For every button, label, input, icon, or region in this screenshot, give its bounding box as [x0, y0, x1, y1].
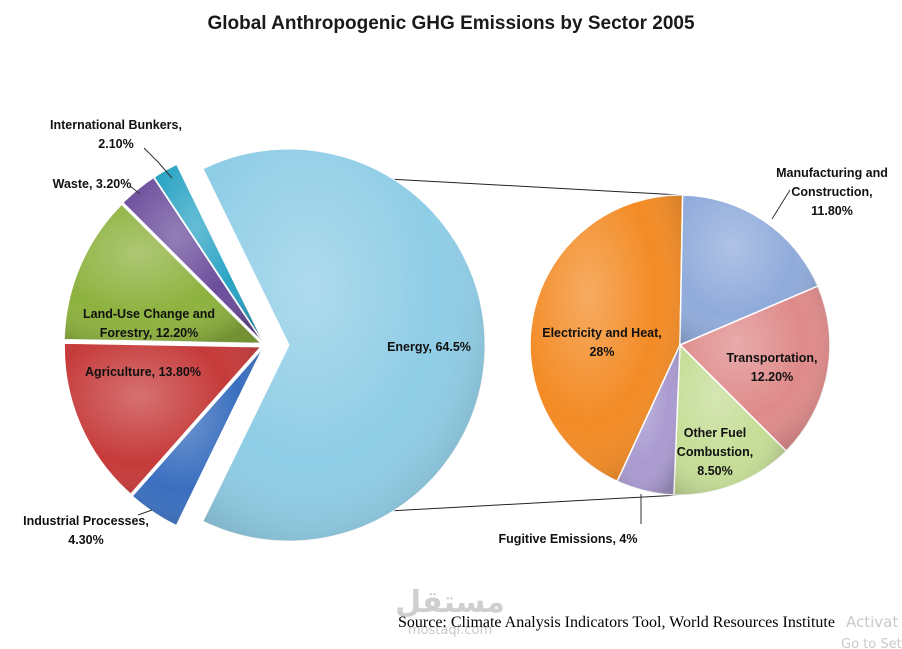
- label-agriculture: Agriculture, 13.80%: [85, 365, 201, 379]
- label-line: Forestry, 12.20%: [100, 326, 198, 340]
- label-line: International Bunkers,: [50, 118, 182, 132]
- breakout-pie: [529, 194, 831, 496]
- label-line: 12.20%: [751, 370, 793, 384]
- main-slice-energy-shading: [203, 149, 485, 541]
- label-waste: Waste, 3.20%: [53, 177, 132, 191]
- leader-line-4: [771, 189, 791, 220]
- label-line: Combustion,: [677, 445, 753, 459]
- main-slice-waste-shading: [123, 177, 262, 342]
- label-line: Manufacturing and: [776, 166, 888, 180]
- label-line: Electricity and Heat,: [542, 326, 662, 340]
- label-fugitive-emissions: Fugitive Emissions, 4%: [499, 532, 638, 546]
- leader-line-3: [137, 509, 153, 516]
- label-line: 8.50%: [697, 464, 732, 478]
- label-line: 4.30%: [68, 533, 103, 547]
- label-line: Fugitive Emissions, 4%: [499, 532, 638, 546]
- label-line: Agriculture, 13.80%: [85, 365, 201, 379]
- main-slice-land-use-change-and-shading: [64, 204, 261, 344]
- label-manufacturing-and: Manufacturing and Construction, 11.80%: [776, 166, 888, 218]
- label-line: 28%: [589, 345, 614, 359]
- settings-watermark: Go to Set: [841, 637, 902, 649]
- source-note: Source: Climate Analysis Indicators Tool…: [398, 614, 835, 631]
- label-international-bunkers: International Bunkers, 2.10%: [50, 118, 182, 151]
- slice-labels: Energy, 64.5% Industrial Processes, 4.30% A…: [23, 118, 888, 547]
- label-line: Land-Use Change and: [83, 307, 215, 321]
- label-industrial-processes: Industrial Processes, 4.30%: [23, 514, 149, 547]
- label-electricity-and-heat: Electricity and Heat, 28%: [542, 326, 662, 359]
- breakout-slice-other-fuel-shading: [673, 345, 787, 496]
- label-transportation: Transportation, 12.20%: [727, 351, 818, 384]
- main-slice-industrial-processes-shading: [132, 349, 263, 526]
- label-line: Other Fuel: [684, 426, 747, 440]
- main-slice-international-bunkers-shading: [154, 164, 263, 341]
- breakout-slice-manufacturing-and-shading: [680, 195, 818, 345]
- label-line: Transportation,: [727, 351, 818, 365]
- label-line: 11.80%: [811, 204, 853, 218]
- label-line: 2.10%: [98, 137, 133, 151]
- breakout-slice-fugitive-emissions-shading: [617, 345, 680, 495]
- leader-line-1: [143, 147, 173, 179]
- main-pie: [63, 148, 486, 542]
- watermark-logo: مستقل: [395, 585, 505, 620]
- breakout-slice-transportation-shading: [680, 286, 830, 451]
- label-line: Energy, 64.5%: [387, 340, 471, 354]
- chart-title: Global Anthropogenic GHG Emissions by Se…: [207, 13, 695, 34]
- watermark-domain: mostaql.com: [408, 623, 492, 638]
- leader-lines: [129, 147, 791, 524]
- label-line: Industrial Processes,: [23, 514, 149, 528]
- label-line: Waste, 3.20%: [53, 177, 132, 191]
- breakout-slice-electricity-and-heat-shading: [530, 194, 683, 482]
- label-energy: Energy, 64.5%: [387, 340, 471, 354]
- leader-line-2: [129, 185, 141, 195]
- main-slice-agriculture-shading: [64, 343, 261, 494]
- label-other-fuel: Other Fuel Combustion, 8.50%: [677, 426, 753, 478]
- activate-watermark: Activat: [846, 613, 898, 631]
- label-line: Construction,: [791, 185, 872, 199]
- label-land-use-change-and: Land-Use Change and Forestry, 12.20%: [83, 307, 215, 340]
